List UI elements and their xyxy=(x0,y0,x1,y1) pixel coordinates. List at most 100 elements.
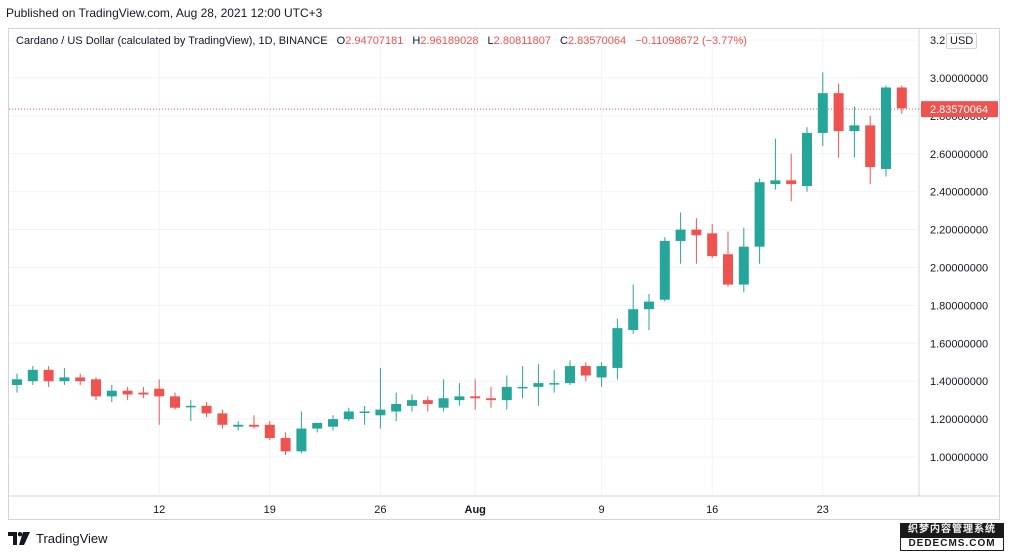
candle xyxy=(391,392,402,421)
candle xyxy=(201,402,212,418)
x-tick-label: 9 xyxy=(599,504,605,516)
currency-button[interactable]: USD xyxy=(946,33,978,49)
legend-change: −0.11098672 (−3.77%) xyxy=(635,35,747,47)
candle xyxy=(580,362,591,382)
y-tick-label: 1.20000000 xyxy=(930,414,988,426)
y-tick-label: 3.00000000 xyxy=(930,73,988,85)
candle xyxy=(138,386,149,399)
x-tick-label: 23 xyxy=(817,504,829,516)
candle-body xyxy=(454,396,465,401)
candle-body xyxy=(802,132,812,187)
candle-body xyxy=(438,398,449,408)
candle-body xyxy=(12,379,22,385)
candle-body xyxy=(738,246,749,285)
legend-title: Cardano / US Dollar (calculated by Tradi… xyxy=(16,35,328,47)
candle-body xyxy=(517,386,528,389)
candle xyxy=(59,367,70,385)
tradingview-logo-icon xyxy=(8,532,30,545)
candle-body xyxy=(280,438,291,452)
candles xyxy=(12,72,907,456)
candle-body xyxy=(296,428,307,452)
candle xyxy=(185,400,196,421)
candle xyxy=(770,138,781,190)
candle-body xyxy=(359,411,370,414)
x-tick-label: 12 xyxy=(153,504,165,516)
candle-body xyxy=(328,419,338,427)
candle-body xyxy=(43,369,54,382)
candle-body xyxy=(59,377,70,382)
candle-body xyxy=(27,369,38,382)
candle-body xyxy=(612,328,623,368)
y-tick-label: 2.00000000 xyxy=(930,263,988,275)
legend-open-label: O xyxy=(336,35,346,47)
legend-close-value: 2.83570064 xyxy=(568,35,627,47)
candle-body xyxy=(723,254,733,285)
tradingview-logo[interactable]: TradingView xyxy=(8,531,108,546)
candle xyxy=(454,383,465,406)
candle xyxy=(865,115,876,185)
candle xyxy=(359,405,370,425)
legend-close-label: C xyxy=(560,35,568,47)
candle xyxy=(738,227,749,293)
candle-body xyxy=(786,180,797,185)
candle-body xyxy=(596,366,607,378)
candle xyxy=(328,415,338,431)
candle-body xyxy=(407,400,417,406)
current-price-tag xyxy=(921,101,998,118)
x-tick-label: Aug xyxy=(465,504,486,516)
candle-body xyxy=(391,403,402,412)
y-tick-label: 2.20000000 xyxy=(930,225,988,237)
candle-body xyxy=(138,392,149,395)
candle xyxy=(723,231,733,287)
candle-body xyxy=(343,411,354,420)
candle-body xyxy=(201,405,212,414)
candle-body xyxy=(375,409,386,416)
candle-body xyxy=(675,229,686,241)
candle xyxy=(501,375,512,410)
y-tick-label: 2.60000000 xyxy=(930,149,988,161)
candle xyxy=(422,396,433,412)
candle xyxy=(612,318,623,380)
candle xyxy=(91,377,101,401)
tradingview-brand: TradingView xyxy=(36,531,108,546)
candle-body xyxy=(470,396,481,399)
candle-body xyxy=(754,182,765,247)
legend-low-label: L xyxy=(487,35,494,47)
candle xyxy=(280,432,291,456)
candle-body xyxy=(849,125,860,132)
candle xyxy=(786,153,797,202)
candle xyxy=(343,407,354,421)
candle-body xyxy=(91,379,101,397)
y-tick-label: 1.40000000 xyxy=(930,376,988,388)
candle xyxy=(533,364,544,406)
candle-body xyxy=(486,398,496,401)
candle-body xyxy=(580,366,591,376)
candle-body xyxy=(691,229,702,236)
candle-body xyxy=(833,93,844,132)
candle-body xyxy=(217,413,228,425)
candle-body xyxy=(312,422,323,429)
candle xyxy=(154,379,165,425)
x-tick-label: 19 xyxy=(264,504,276,516)
candle xyxy=(407,394,417,412)
candle-body xyxy=(106,390,117,397)
candle xyxy=(12,373,22,393)
candle xyxy=(27,366,38,385)
candle xyxy=(249,415,259,429)
candle xyxy=(43,366,54,387)
candle xyxy=(217,409,228,429)
candle xyxy=(754,178,765,264)
candle xyxy=(802,127,812,192)
candle xyxy=(849,106,860,158)
candle xyxy=(817,72,828,147)
candle xyxy=(833,83,844,158)
candle xyxy=(170,392,180,410)
grid xyxy=(9,29,999,497)
candle-body xyxy=(533,383,544,387)
candle xyxy=(106,384,117,403)
candle xyxy=(375,367,386,429)
candle-body xyxy=(817,93,828,133)
candle-body xyxy=(644,301,654,310)
candle-body xyxy=(249,424,259,427)
